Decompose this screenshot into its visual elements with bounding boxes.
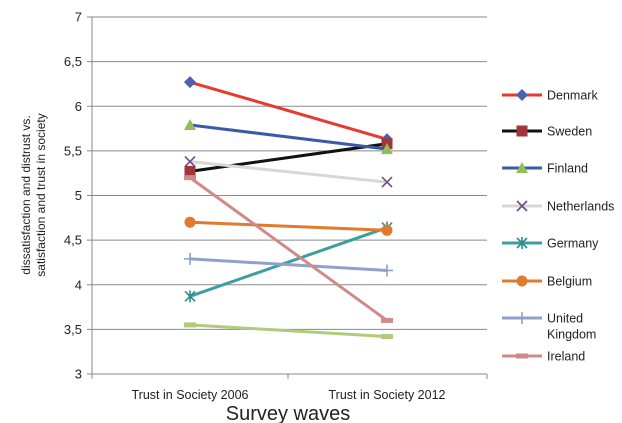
series-line — [189, 323, 388, 339]
legend-item: Netherlands — [502, 200, 614, 214]
legend-item: Belgium — [502, 275, 592, 289]
legend-label: Germany — [547, 237, 599, 251]
legend-label-line: Kingdom — [547, 328, 596, 342]
data-point-marker — [381, 143, 393, 155]
data-point-marker — [184, 156, 196, 168]
legend-label: Finland — [547, 162, 588, 176]
y-tick-label: 5 — [75, 188, 82, 203]
y-tick-label: 4 — [75, 277, 82, 292]
series-line — [189, 220, 388, 232]
series-ireland — [184, 175, 393, 323]
legend-swatch-marker — [516, 162, 528, 173]
data-point-marker — [381, 176, 393, 188]
x-tick-label: Trust in Society 2006 — [132, 388, 249, 402]
y-tick-labels: 3 3,5 4 4,5 5 5,5 6 6,5 7 — [64, 10, 82, 382]
x-axis-label: Survey waves — [226, 403, 351, 423]
y-tick-label: 6,5 — [64, 54, 82, 69]
legend-label: Ireland — [547, 350, 585, 364]
legend-label: United Kingdom — [547, 312, 596, 342]
x-tick-label: Trust in Society 2012 — [329, 388, 446, 402]
y-tick-label: 6 — [75, 99, 82, 114]
series-lines — [184, 76, 393, 340]
legend-swatch-marker — [516, 125, 528, 137]
y-axis-label-line: dissatisfaction and distrust vs. — [19, 115, 33, 274]
y-tick-label: 3 — [75, 367, 82, 382]
legend-swatch-marker — [516, 275, 528, 287]
data-point-marker — [184, 118, 196, 130]
series-germany — [184, 221, 393, 303]
data-point-marker — [184, 322, 196, 328]
data-point-marker — [184, 216, 196, 228]
legend-label: Netherlands — [547, 200, 614, 214]
series-line — [189, 80, 388, 141]
series-line — [189, 123, 388, 151]
x-tick-labels: Trust in Society 2006 Trust in Society 20… — [132, 388, 446, 402]
legend-swatch-marker — [516, 353, 528, 359]
legend-swatch-marker — [516, 200, 528, 212]
series-line — [189, 160, 388, 184]
data-point-marker — [381, 264, 393, 277]
y-axis-label-line: satisfaction and trust in society — [34, 113, 48, 276]
series-netherlands — [184, 156, 393, 188]
series-line — [189, 176, 388, 322]
data-point-marker — [184, 175, 196, 181]
data-point-marker — [381, 334, 393, 340]
legend-label-line: United — [547, 312, 583, 326]
legend-item: Ireland — [502, 350, 585, 364]
legend-label: Denmark — [547, 89, 598, 103]
y-axis-label: dissatisfaction and distrust vs.satisfac… — [19, 113, 48, 276]
series-denmark — [184, 76, 393, 146]
legend: Denmark Sweden Finland Netherlands Germany Be… — [502, 89, 614, 364]
series-belgium — [184, 216, 393, 236]
series-line — [189, 257, 388, 272]
legend-item: Sweden — [502, 125, 592, 139]
series-unlabeled — [184, 322, 393, 340]
data-point-marker — [381, 224, 393, 236]
y-tick-label: 4,5 — [64, 233, 82, 248]
legend-item: Germany — [502, 237, 599, 251]
series-united-kingdom — [184, 252, 393, 277]
legend-item: United Kingdom — [502, 312, 596, 342]
data-point-marker — [184, 290, 196, 303]
series-finland — [184, 118, 393, 155]
series-line — [189, 226, 388, 298]
data-point-marker — [381, 317, 393, 323]
legend-label: Belgium — [547, 275, 592, 289]
data-point-marker — [184, 76, 196, 89]
legend-swatch-marker — [516, 89, 528, 101]
y-tick-label: 7 — [75, 10, 82, 25]
y-tick-label: 5,5 — [64, 143, 82, 158]
legend-item: Denmark — [502, 89, 598, 103]
data-point-marker — [184, 252, 196, 265]
legend-swatch-marker — [516, 312, 528, 324]
grid-lines — [87, 16, 488, 379]
legend-label: Sweden — [547, 125, 592, 139]
series-line — [189, 142, 388, 173]
data-point-marker — [184, 165, 196, 177]
legend-item: Finland — [502, 162, 588, 176]
y-tick-label: 3,5 — [64, 322, 82, 337]
legend-swatch-marker — [516, 237, 528, 249]
